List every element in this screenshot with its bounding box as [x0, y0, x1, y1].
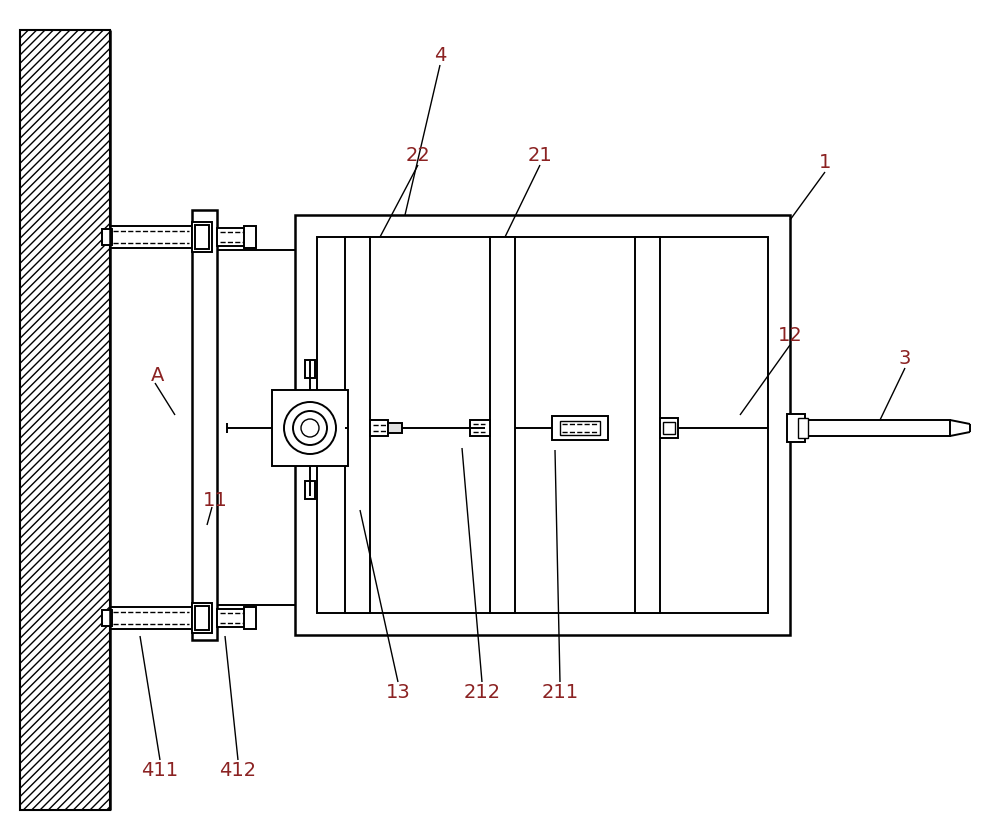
Bar: [787, 414, 805, 442]
Bar: [102, 229, 112, 245]
Bar: [20, 30, 110, 810]
Bar: [635, 237, 660, 613]
Text: 11: 11: [203, 491, 227, 510]
Text: 411: 411: [141, 761, 179, 780]
Text: 21: 21: [528, 146, 552, 164]
Bar: [195, 225, 209, 249]
Text: 3: 3: [899, 348, 911, 367]
Bar: [663, 422, 675, 434]
Bar: [798, 418, 808, 438]
Bar: [244, 607, 256, 629]
Text: A: A: [151, 366, 165, 385]
Bar: [305, 360, 315, 378]
Bar: [110, 226, 192, 248]
Bar: [244, 226, 256, 248]
Bar: [490, 237, 515, 613]
Text: 13: 13: [386, 682, 410, 701]
Text: 1: 1: [819, 152, 831, 172]
Circle shape: [301, 419, 319, 437]
Bar: [317, 237, 768, 613]
Text: 12: 12: [778, 326, 802, 345]
Bar: [560, 421, 600, 435]
Circle shape: [284, 402, 336, 454]
Bar: [295, 215, 790, 635]
Text: 212: 212: [463, 682, 501, 701]
Bar: [217, 228, 247, 246]
Bar: [305, 481, 315, 499]
Text: 4: 4: [434, 46, 446, 64]
Circle shape: [293, 411, 327, 445]
Text: 412: 412: [219, 761, 257, 780]
Bar: [217, 609, 247, 627]
Bar: [370, 420, 388, 436]
Text: 22: 22: [406, 146, 430, 164]
Bar: [195, 606, 209, 630]
Bar: [470, 420, 490, 436]
Bar: [345, 237, 370, 613]
Bar: [192, 603, 212, 633]
Bar: [192, 222, 212, 252]
Bar: [388, 423, 402, 433]
Text: 211: 211: [541, 682, 579, 701]
Bar: [272, 390, 348, 466]
Bar: [102, 610, 112, 626]
Bar: [790, 420, 950, 436]
Bar: [660, 418, 678, 438]
Bar: [110, 607, 192, 629]
Bar: [552, 416, 608, 440]
Bar: [192, 210, 217, 640]
